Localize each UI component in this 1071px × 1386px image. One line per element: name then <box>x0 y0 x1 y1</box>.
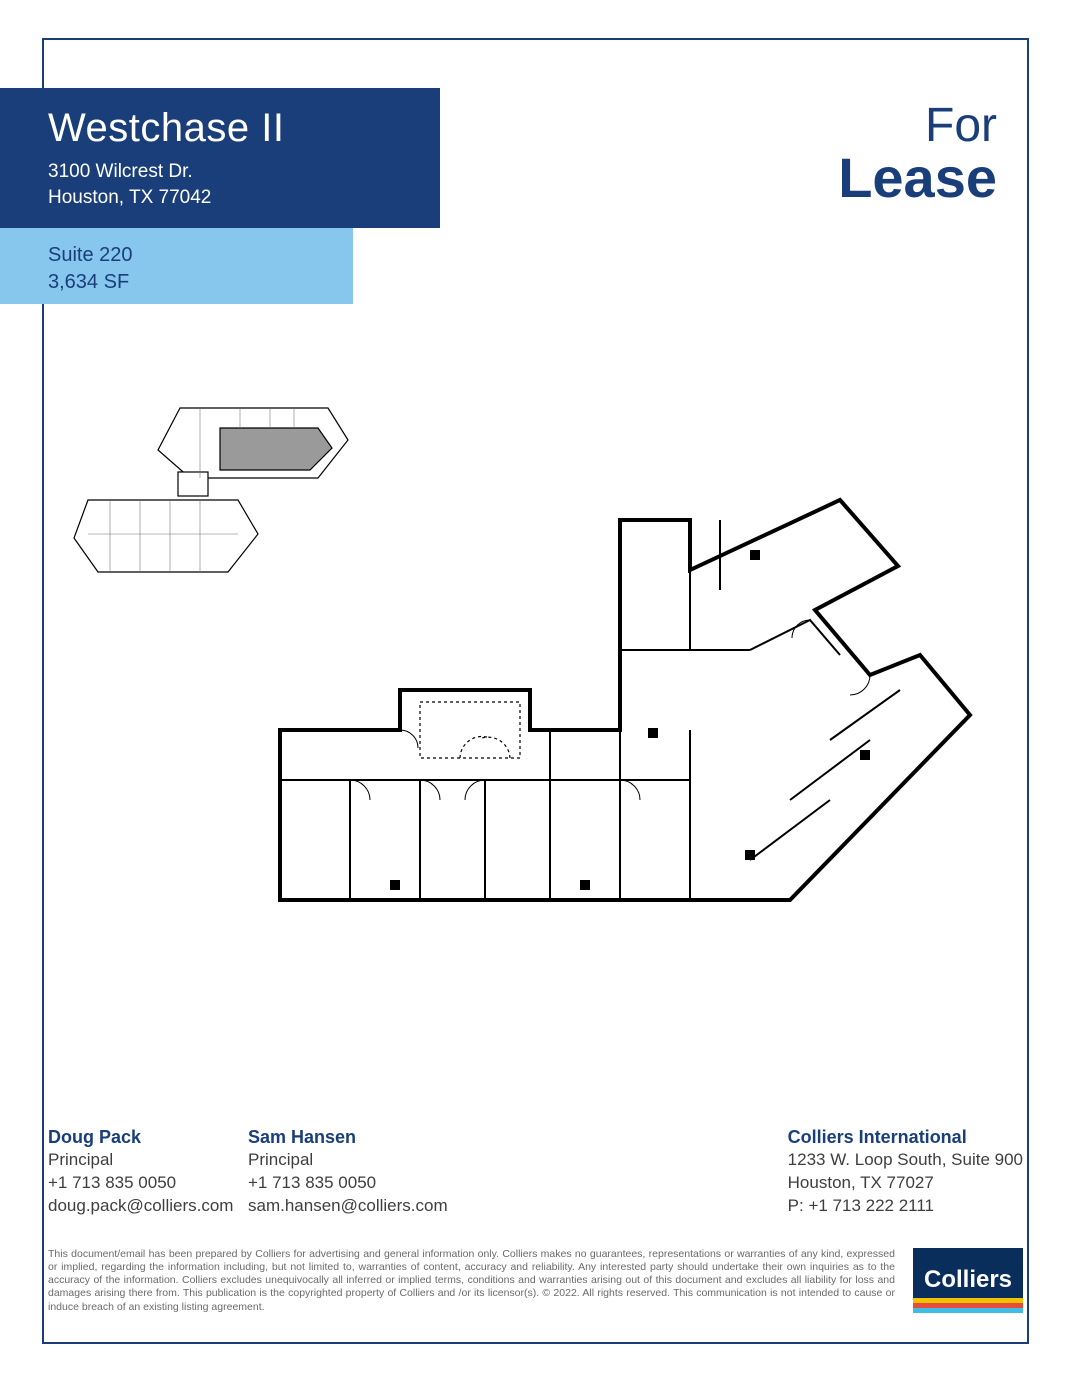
contact-name: Doug Pack <box>48 1125 248 1149</box>
address-line-2: Houston, TX 77042 <box>48 185 440 211</box>
contact-phone: +1 713 835 0050 <box>248 1172 498 1195</box>
contact-email: doug.pack@colliers.com <box>48 1195 248 1218</box>
logo-text: Colliers <box>913 1248 1023 1298</box>
contact-title: Principal <box>48 1149 248 1172</box>
title-block: Westchase II 3100 Wilcrest Dr. Houston, … <box>0 88 440 228</box>
colliers-logo: Colliers <box>913 1248 1023 1330</box>
contact-email: sam.hansen@colliers.com <box>248 1195 498 1218</box>
property-address: 3100 Wilcrest Dr. Houston, TX 77042 <box>48 159 440 210</box>
contact-1: Doug Pack Principal +1 713 835 0050 doug… <box>48 1125 248 1218</box>
company-contact: Colliers International 1233 W. Loop Sout… <box>788 1125 1023 1218</box>
company-name: Colliers International <box>788 1125 1023 1149</box>
disclaimer-text: This document/email has been prepared by… <box>48 1248 895 1314</box>
contact-name: Sam Hansen <box>248 1125 498 1149</box>
suite-number: Suite 220 <box>48 242 353 269</box>
company-address-1: 1233 W. Loop South, Suite 900 <box>788 1149 1023 1172</box>
company-phone: P: +1 713 222 2111 <box>788 1195 1023 1218</box>
logo-stripes-icon <box>913 1298 1023 1313</box>
lease-text: Lease <box>838 150 997 206</box>
suite-size: 3,634 SF <box>48 269 353 296</box>
property-name: Westchase II <box>48 106 440 151</box>
address-line-1: 3100 Wilcrest Dr. <box>48 159 440 185</box>
for-text: For <box>838 102 997 150</box>
floor-plan-icon <box>250 480 990 960</box>
company-address-2: Houston, TX 77027 <box>788 1172 1023 1195</box>
for-lease-callout: For Lease <box>838 102 997 206</box>
footer-row: This document/email has been prepared by… <box>48 1248 1023 1330</box>
contacts-row: Doug Pack Principal +1 713 835 0050 doug… <box>48 1125 1023 1218</box>
suite-block: Suite 220 3,634 SF <box>0 228 353 304</box>
contact-title: Principal <box>248 1149 498 1172</box>
contact-2: Sam Hansen Principal +1 713 835 0050 sam… <box>248 1125 498 1218</box>
contact-phone: +1 713 835 0050 <box>48 1172 248 1195</box>
